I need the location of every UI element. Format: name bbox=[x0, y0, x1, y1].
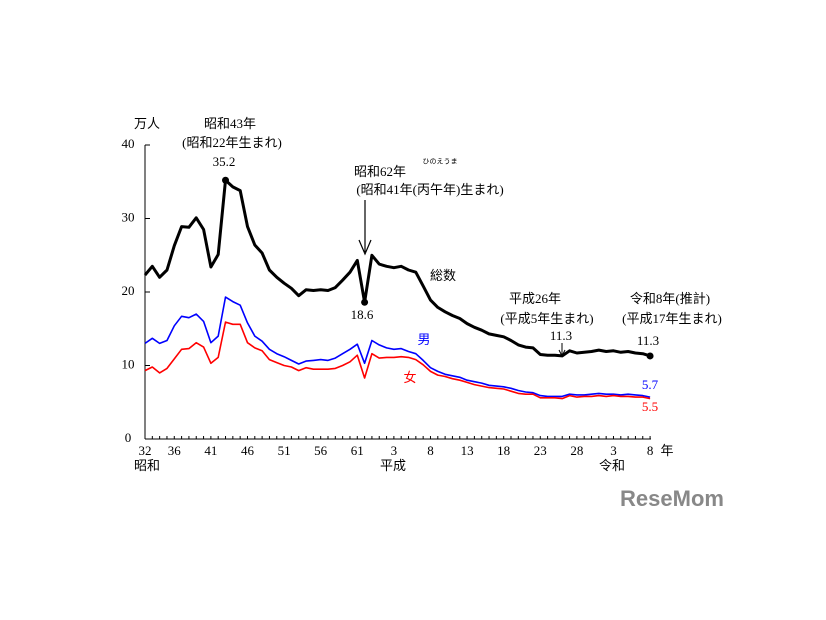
x-tick-label: 8 bbox=[427, 443, 434, 458]
era-label: 昭和 bbox=[134, 458, 160, 473]
data-label: 11.3 bbox=[550, 328, 572, 343]
x-tick-label: 23 bbox=[534, 443, 547, 458]
series-label: 女 bbox=[403, 370, 416, 385]
annotation: 昭和62年 bbox=[354, 164, 406, 179]
point bbox=[361, 298, 369, 306]
era-label: 令和 bbox=[599, 458, 625, 473]
x-tick-label: 36 bbox=[168, 443, 182, 458]
data-label: 5.5 bbox=[642, 399, 658, 414]
series-line bbox=[144, 296, 651, 398]
era-label: 平成 bbox=[380, 458, 406, 473]
series-line bbox=[144, 321, 651, 400]
y-tick-label: 10 bbox=[122, 356, 135, 371]
annotation: 平成26年 bbox=[509, 291, 561, 306]
x-tick-label: 32 bbox=[139, 443, 152, 458]
x-tick-label: 56 bbox=[314, 443, 328, 458]
x-tick-label: 41 bbox=[204, 443, 217, 458]
x-tick-label: 46 bbox=[241, 443, 255, 458]
annotation: (昭和41年(丙午年)生まれ) bbox=[356, 182, 503, 197]
x-tick-label: 28 bbox=[570, 443, 583, 458]
series-line bbox=[143, 178, 651, 358]
point bbox=[646, 352, 654, 360]
annotation: 令和8年(推計) bbox=[630, 291, 710, 306]
y-unit: 万人 bbox=[134, 116, 160, 131]
x-unit: 年 bbox=[660, 443, 673, 458]
data-label: 35.2 bbox=[213, 154, 236, 169]
annotation: (平成5年生まれ) bbox=[500, 311, 593, 326]
data-label: 18.6 bbox=[351, 307, 374, 322]
x-tick-label: 3 bbox=[610, 443, 617, 458]
annotation: ひのえうま bbox=[423, 158, 458, 166]
data-label: 5.7 bbox=[642, 377, 659, 392]
arrow bbox=[358, 200, 372, 256]
y-tick-label: 40 bbox=[122, 136, 135, 151]
series-label: 総数 bbox=[430, 268, 456, 283]
x-tick-label: 18 bbox=[497, 443, 510, 458]
data-label: 11.3 bbox=[637, 333, 659, 348]
x-tick-label: 8 bbox=[647, 443, 654, 458]
point bbox=[222, 176, 230, 184]
annotation: (昭和22年生まれ) bbox=[182, 135, 282, 150]
series-label: 男 bbox=[417, 332, 430, 347]
annotation: (平成17年生まれ) bbox=[622, 311, 722, 326]
y-tick-label: 30 bbox=[122, 209, 135, 224]
y-tick-label: 0 bbox=[125, 430, 132, 445]
y-tick-label: 20 bbox=[122, 283, 135, 298]
watermark: ReseMom bbox=[620, 486, 724, 511]
x-tick-label: 51 bbox=[278, 443, 291, 458]
x-tick-label: 3 bbox=[391, 443, 398, 458]
annotation: 昭和43年 bbox=[204, 116, 256, 131]
x-tick-label: 61 bbox=[351, 443, 364, 458]
x-tick-label: 13 bbox=[461, 443, 474, 458]
